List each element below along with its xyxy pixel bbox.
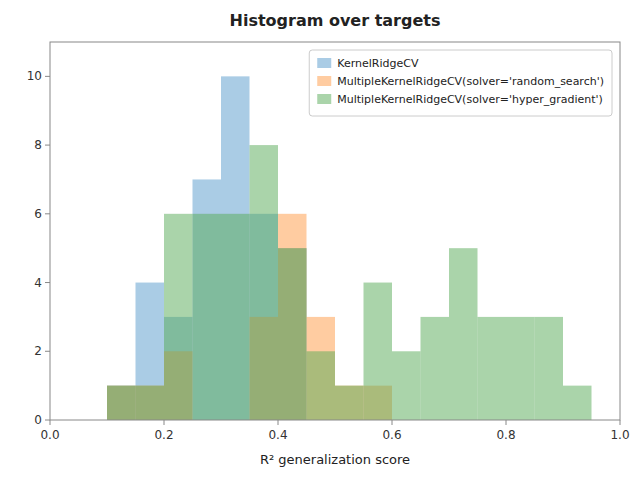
chart: 0.0 0.2 0.4 0.6 0.8 1.0 0 2 4 6 8 10 Histogram over … xyxy=(0,0,640,480)
x-tick-label: 0.0 xyxy=(40,428,59,442)
x-tick-label: 0.2 xyxy=(154,428,173,442)
title: Histogram over targets xyxy=(230,11,441,30)
legend-box xyxy=(309,50,612,116)
y-tick xyxy=(45,213,50,214)
y-tick-label: 2 xyxy=(34,344,42,358)
histogram-bar xyxy=(136,386,165,420)
histogram-bar xyxy=(335,386,364,420)
y-tick xyxy=(45,282,50,283)
histogram-bar xyxy=(278,248,307,420)
histogram-bar xyxy=(136,283,165,420)
legend-swatch xyxy=(317,94,331,104)
histogram-bar xyxy=(250,145,279,420)
y-axis: 0 2 4 6 8 10 xyxy=(27,69,50,427)
y-tick-label: 8 xyxy=(34,138,42,152)
y-tick xyxy=(45,351,50,352)
bars xyxy=(107,76,592,420)
legend-swatch xyxy=(317,58,331,68)
histogram-bar xyxy=(278,214,307,420)
x-tick xyxy=(506,420,507,425)
histogram-bar xyxy=(107,386,136,420)
legend: KernelRidgeCV MultipleKernelRidgeCV(solve… xyxy=(309,50,612,116)
y-tick xyxy=(45,420,50,421)
histogram-bar xyxy=(421,317,450,420)
x-tick-label: 0.6 xyxy=(382,428,401,442)
y-tick xyxy=(45,76,50,77)
legend-label: MultipleKernelRidgeCV(solver='random_sea… xyxy=(337,75,604,88)
x-tick-label: 0.8 xyxy=(496,428,515,442)
plot-area xyxy=(50,42,620,420)
x-tick xyxy=(620,420,621,425)
histogram-bar xyxy=(449,248,478,420)
y-tick xyxy=(45,145,50,146)
x-tick xyxy=(278,420,279,425)
histogram-bar xyxy=(164,214,193,420)
series xyxy=(107,76,307,420)
x-axis-label: R² generalization score xyxy=(260,452,410,467)
plot-frame xyxy=(50,42,620,420)
histogram-bar xyxy=(107,386,136,420)
histogram-bar xyxy=(193,179,222,420)
histogram-bar xyxy=(506,317,535,420)
y-tick-label: 10 xyxy=(27,69,42,83)
x-tick xyxy=(392,420,393,425)
legend-label: KernelRidgeCV xyxy=(337,57,419,70)
x-tick xyxy=(50,420,51,425)
x-tick-label: 0.4 xyxy=(268,428,287,442)
histogram-bar xyxy=(335,386,364,420)
histogram-bar xyxy=(307,317,336,420)
legend-label: MultipleKernelRidgeCV(solver='hyper_grad… xyxy=(337,93,603,106)
histogram-bar xyxy=(392,351,421,420)
y-tick-label: 0 xyxy=(34,413,42,427)
histogram-bar xyxy=(221,214,250,420)
y-tick-label: 4 xyxy=(34,276,42,290)
histogram-bar xyxy=(278,248,307,420)
histogram-bar xyxy=(307,351,336,420)
histogram-bar xyxy=(364,283,393,420)
histogram-bar xyxy=(193,214,222,420)
histogram-bar xyxy=(136,386,165,420)
x-tick-label: 1.0 xyxy=(610,428,629,442)
histogram-bar xyxy=(535,317,564,420)
series xyxy=(107,145,592,420)
legend-swatch xyxy=(317,76,331,86)
histogram-bar xyxy=(221,76,250,420)
histogram-bar xyxy=(563,386,592,420)
x-axis: 0.0 0.2 0.4 0.6 0.8 1.0 xyxy=(40,420,629,442)
x-tick xyxy=(164,420,165,425)
histogram-bar xyxy=(478,317,507,420)
y-tick-label: 6 xyxy=(34,207,42,221)
histogram-bar xyxy=(107,386,136,420)
